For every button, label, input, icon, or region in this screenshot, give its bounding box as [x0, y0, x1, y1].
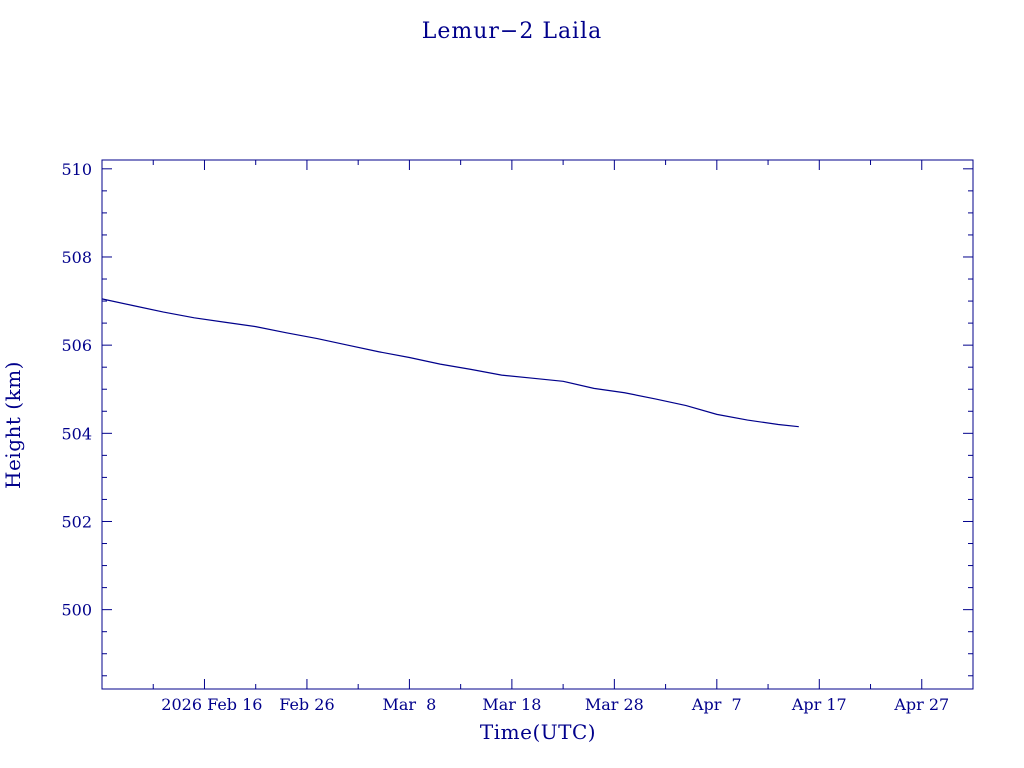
y-tick-label: 508: [61, 248, 92, 267]
x-tick-label: Mar 8: [382, 695, 436, 714]
x-tick-label: Apr 27: [893, 695, 949, 714]
x-tick-label: Feb 26: [279, 695, 334, 714]
y-tick-label: 502: [61, 512, 92, 531]
x-axis-tick-labels: 2026 Feb 16 Feb 26 Mar 8 Mar 18 Mar 28 Apr 7 A…: [161, 695, 949, 714]
x-tick-label: Apr 7: [691, 695, 742, 714]
series-layer: [101, 298, 799, 428]
y-axis-label: Height (km): [1, 361, 25, 489]
x-tick-label: Apr 17: [791, 695, 847, 714]
plot-frame: [101, 159, 974, 690]
axis-ticks: [101, 160, 974, 689]
x-tick-label: Mar 28: [585, 695, 644, 714]
y-tick-label: 506: [61, 336, 92, 355]
x-tick-label: Mar 18: [482, 695, 541, 714]
chart-title: Lemur−2 Laila: [422, 19, 603, 44]
y-tick-label: 500: [61, 601, 92, 620]
x-tick-label: 2026 Feb 16: [161, 695, 262, 714]
y-tick-label: 504: [61, 424, 92, 443]
height-series-line: [101, 298, 799, 428]
y-tick-label: 510: [61, 160, 92, 179]
x-axis-label: Time(UTC): [480, 720, 596, 744]
y-axis-tick-labels: 500 502 504 506 508 510: [61, 160, 92, 620]
